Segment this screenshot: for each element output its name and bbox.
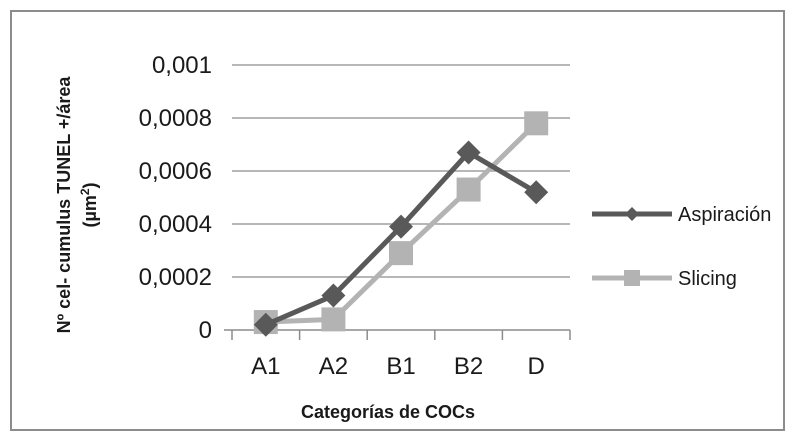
x-tick-labels: A1 A2 B1 B2 D bbox=[251, 353, 545, 380]
y-tick-label-4: 0,0008 bbox=[139, 105, 212, 132]
point-Aspiración-A1 bbox=[253, 312, 278, 337]
y-tick-label-3: 0,0006 bbox=[139, 158, 212, 185]
y-axis-title: Nº cel- cumulus TUNEL +/área (µm2) bbox=[54, 76, 100, 334]
x-tick-marks bbox=[231, 330, 571, 340]
x-tick-label-D: D bbox=[528, 353, 545, 380]
y-axis-unit-superscript: 2 bbox=[78, 188, 92, 195]
y-axis-title-main: Nº cel- cumulus TUNEL +/área bbox=[54, 76, 74, 334]
x-tick-label-A2: A2 bbox=[319, 353, 348, 380]
legend-label-Aspiración: Aspiración bbox=[678, 204, 771, 226]
series-group bbox=[253, 111, 549, 337]
point-Slicing-B1 bbox=[389, 241, 413, 266]
legend-marker-Aspiración bbox=[625, 207, 639, 221]
y-tick-label-5: 0,001 bbox=[152, 52, 212, 79]
legend-label-Slicing: Slicing bbox=[678, 268, 737, 290]
x-tick-label-B2: B2 bbox=[454, 353, 483, 380]
axes bbox=[224, 329, 571, 340]
point-Aspiración-A2 bbox=[321, 283, 346, 308]
y-tick-label-2: 0,0004 bbox=[139, 211, 212, 238]
y-axis-unit-open: (µm bbox=[80, 195, 100, 227]
point-Slicing-A2 bbox=[321, 307, 346, 332]
y-tick-labels: 0 0,0002 0,0004 0,0006 0,0008 0,001 bbox=[139, 52, 212, 344]
point-Aspiración-D bbox=[524, 180, 549, 205]
point-Slicing-D bbox=[524, 111, 549, 136]
legend-marker-Slicing bbox=[624, 270, 640, 286]
y-axis-unit-close: ) bbox=[80, 182, 100, 188]
legend: Aspiración Slicing bbox=[592, 204, 771, 290]
point-Slicing-B2 bbox=[456, 177, 481, 202]
x-axis-title: Categorías de COCs bbox=[301, 402, 475, 422]
y-axis-title-unit: (µm2) bbox=[78, 182, 100, 227]
point-Aspiración-B1 bbox=[389, 214, 413, 239]
y-tick-label-0: 0 bbox=[199, 317, 212, 344]
x-tick-label-A1: A1 bbox=[251, 353, 280, 380]
x-tick-label-B1: B1 bbox=[386, 353, 415, 380]
point-Aspiración-B2 bbox=[456, 140, 481, 165]
y-tick-label-1: 0,0002 bbox=[139, 264, 212, 291]
